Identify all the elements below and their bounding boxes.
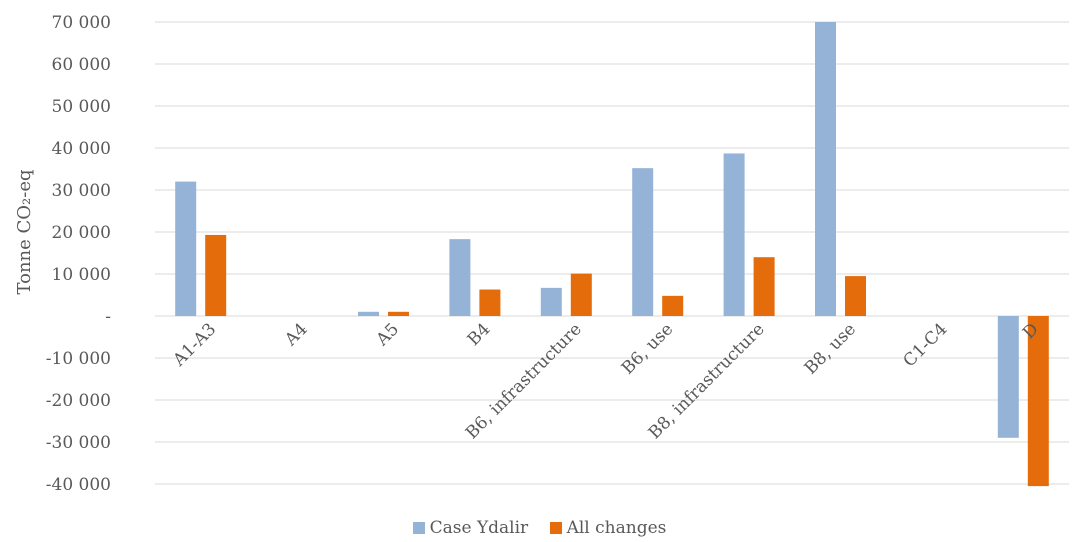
x-category-label: B6, use (618, 319, 677, 378)
bar-case-ydalir-4 (449, 239, 471, 316)
bar-case-ydalir-1 (175, 181, 197, 316)
bar-case-ydalir-6 (632, 168, 654, 316)
y-tick-label: -30 000 (46, 433, 111, 453)
gridlines (155, 21, 1069, 485)
y-tick-label: 30 000 (52, 181, 111, 201)
legend-label-case-ydalir: Case Ydalir (429, 518, 529, 538)
y-tick-label: 60 000 (52, 55, 111, 75)
legend-label-all-changes: All changes (566, 518, 667, 538)
bar-all-changes-5 (570, 273, 592, 316)
bar-all-changes-6 (662, 295, 684, 316)
x-category-label: A1-A3 (169, 319, 221, 371)
bar-all-changes-3 (388, 311, 409, 316)
bar-case-ydalir-8 (815, 22, 836, 316)
x-category-label: C1-C4 (900, 319, 952, 371)
y-tick-label: -20 000 (46, 391, 111, 411)
y-tick-label: - (105, 307, 111, 327)
legend-item-case-ydalir: Case Ydalir (412, 518, 529, 538)
bar-case-ydalir-5 (540, 287, 562, 316)
bar-case-ydalir-3 (358, 311, 379, 316)
legend: Case Ydalir All changes (0, 518, 1079, 539)
y-tick-label: 10 000 (52, 265, 111, 285)
bar-all-changes-10 (1027, 316, 1049, 487)
bar-all-changes-1 (205, 234, 227, 316)
x-category-label: A4 (280, 319, 311, 350)
y-axis-label: Tonne CO₂-eq (14, 169, 35, 294)
x-category-label: A5 (372, 319, 403, 350)
y-tick-label: -10 000 (46, 349, 111, 369)
legend-swatch-case-ydalir (412, 522, 425, 534)
bar-all-changes-7 (753, 257, 775, 316)
y-tick-label: 40 000 (52, 139, 111, 159)
y-tick-label: 50 000 (52, 97, 111, 117)
x-category-label: B8, use (801, 319, 860, 378)
bar-all-changes-8 (845, 276, 866, 316)
bar-all-changes-4 (479, 289, 501, 316)
y-tick-label: -40 000 (46, 475, 111, 495)
legend-swatch-all-changes (549, 522, 562, 534)
y-tick-label: 70 000 (52, 13, 111, 33)
bar-case-ydalir-10 (997, 316, 1019, 438)
bars (175, 22, 1049, 487)
y-tick-label: 20 000 (52, 223, 111, 243)
x-category-label: B4 (464, 319, 495, 350)
bar-case-ydalir-7 (723, 153, 745, 316)
legend-item-all-changes: All changes (549, 518, 667, 538)
